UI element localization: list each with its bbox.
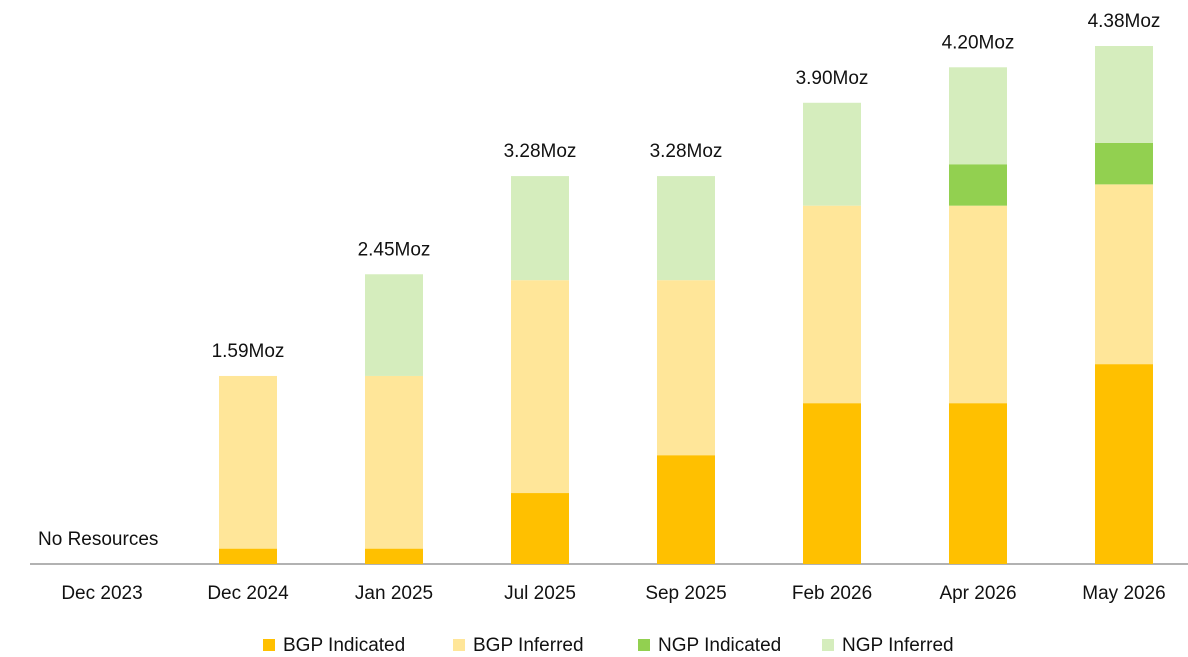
total-label: 3.90Moz xyxy=(796,68,869,89)
bar-segment xyxy=(511,176,569,281)
bar-segment xyxy=(803,403,861,564)
bar-segment xyxy=(365,274,423,376)
bar-segment xyxy=(803,205,861,404)
legend-swatch xyxy=(263,639,275,651)
legend-swatch xyxy=(638,639,650,651)
bar-segment xyxy=(1095,46,1153,143)
legend-label: NGP Indicated xyxy=(658,635,781,656)
x-tick-label: Feb 2026 xyxy=(792,583,872,604)
total-label: 3.28Moz xyxy=(504,141,577,162)
x-tick-label: Dec 2023 xyxy=(61,583,142,604)
total-label: 3.28Moz xyxy=(650,141,723,162)
bar-segment xyxy=(949,67,1007,165)
bar-segment xyxy=(365,548,423,564)
x-tick-label: Jul 2025 xyxy=(504,583,576,604)
bar-segment xyxy=(949,205,1007,404)
legend-swatch xyxy=(453,639,465,651)
bar-segment xyxy=(219,548,277,564)
bar-segment xyxy=(657,455,715,564)
total-label: 4.38Moz xyxy=(1088,11,1161,32)
bar-segment xyxy=(803,102,861,206)
legend-swatch xyxy=(822,639,834,651)
x-tick-label: Apr 2026 xyxy=(939,583,1016,604)
bar-segment xyxy=(949,403,1007,564)
total-label: 1.59Moz xyxy=(212,341,285,362)
legend-label: NGP Inferred xyxy=(842,635,954,656)
bar-segment xyxy=(1095,364,1153,564)
annotation: No Resources xyxy=(38,529,158,550)
x-tick-label: Dec 2024 xyxy=(207,583,289,604)
legend-label: BGP Inferred xyxy=(473,635,584,656)
bar-segment xyxy=(511,493,569,564)
x-tick-label: May 2026 xyxy=(1082,583,1165,604)
bar-segment xyxy=(219,375,277,549)
x-tick-label: Sep 2025 xyxy=(645,583,726,604)
bar-segment xyxy=(511,280,569,494)
bar-segment xyxy=(949,164,1007,206)
bar-segment xyxy=(1095,142,1153,185)
bar-segment xyxy=(1095,184,1153,365)
x-tick-label: Jan 2025 xyxy=(355,583,433,604)
total-label: 4.20Moz xyxy=(942,32,1015,53)
bar-segment xyxy=(657,280,715,456)
bar-segment xyxy=(657,176,715,281)
total-label: 2.45Moz xyxy=(358,239,431,260)
legend-label: BGP Indicated xyxy=(283,635,405,656)
bar-segment xyxy=(365,375,423,549)
